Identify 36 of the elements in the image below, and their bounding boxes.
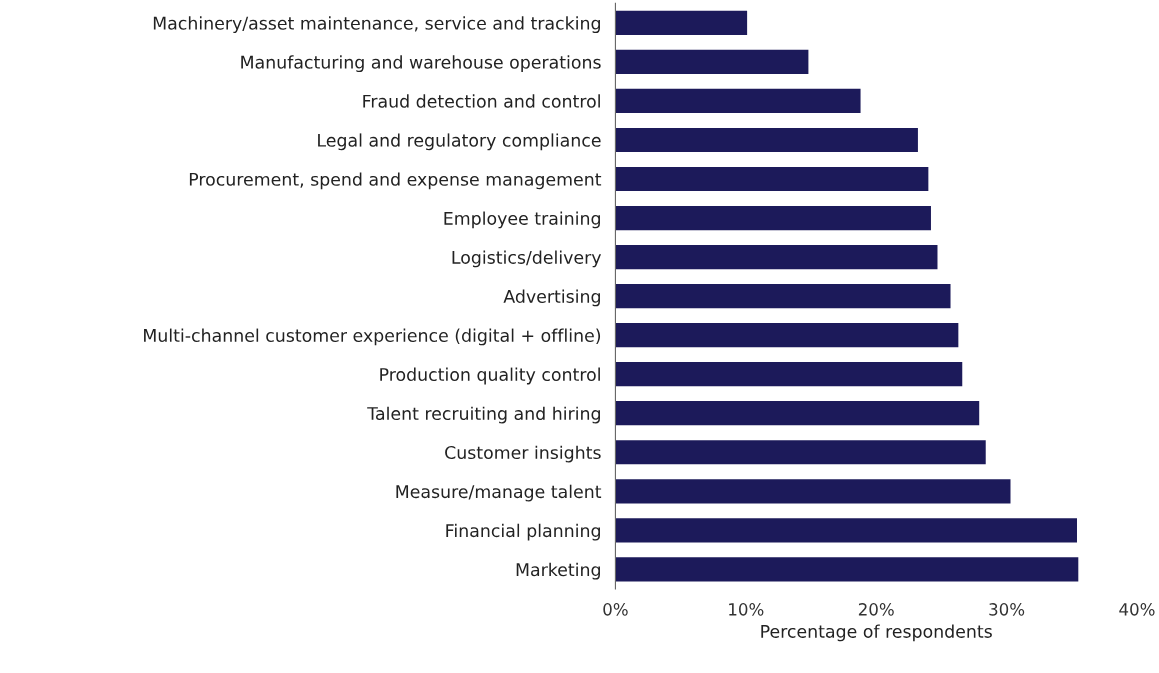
bar [615, 205, 931, 231]
y-tick-label: Procurement, spend and expense management [189, 172, 602, 190]
x-tick-label: 30% [989, 603, 1025, 616]
y-tick-label: Production quality control [380, 367, 600, 385]
bar [615, 479, 1011, 504]
y-tick-label: Manufacturing and warehouse operations [241, 55, 601, 73]
bar [615, 401, 980, 426]
bar [615, 127, 918, 153]
y-tick-label: Fraud detection and control [363, 94, 600, 108]
y-tick-label: Employee training [444, 211, 600, 229]
bar [615, 323, 959, 348]
y-tick-label: Advertising [503, 289, 600, 307]
bar [615, 440, 986, 465]
bar [615, 10, 748, 35]
y-tick-label: Measure/manage talent [396, 484, 602, 502]
y-tick-label: Machinery/asset maintenance, service and tracking [153, 16, 600, 34]
bar [615, 557, 1079, 582]
y-tick-label: Legal and regulatory compliance [318, 133, 601, 151]
y-tick-label: Customer insights [445, 445, 601, 463]
bar [615, 362, 963, 387]
y-tick-label: Logistics/delivery [452, 250, 602, 268]
x-axis-title: Percentage of respondents [761, 624, 992, 642]
x-tick-label: 10% [729, 603, 764, 616]
bar [615, 88, 861, 114]
bar [615, 49, 809, 75]
y-tick-label: Multi-channel customer experience (digital + offline) [144, 328, 601, 346]
y-tick-label: Financial planning [446, 523, 600, 541]
bar [615, 166, 929, 192]
x-tick-label: 40% [1119, 603, 1155, 616]
y-tick-label: Talent recruiting and hiring [367, 406, 600, 424]
bar [615, 518, 1077, 543]
x-tick-label: 0% [603, 603, 628, 616]
x-tick-label: 20% [858, 603, 894, 616]
y-tick-label: Marketing [516, 562, 600, 580]
bar [615, 244, 938, 270]
bar [615, 284, 951, 309]
